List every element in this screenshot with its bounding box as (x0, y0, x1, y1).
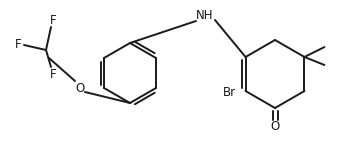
Text: F: F (50, 67, 56, 81)
Text: O: O (75, 82, 85, 95)
Text: F: F (15, 37, 21, 50)
Text: NH: NH (196, 8, 214, 21)
Text: Br: Br (223, 86, 236, 99)
Text: O: O (270, 119, 279, 132)
Text: F: F (50, 13, 56, 26)
